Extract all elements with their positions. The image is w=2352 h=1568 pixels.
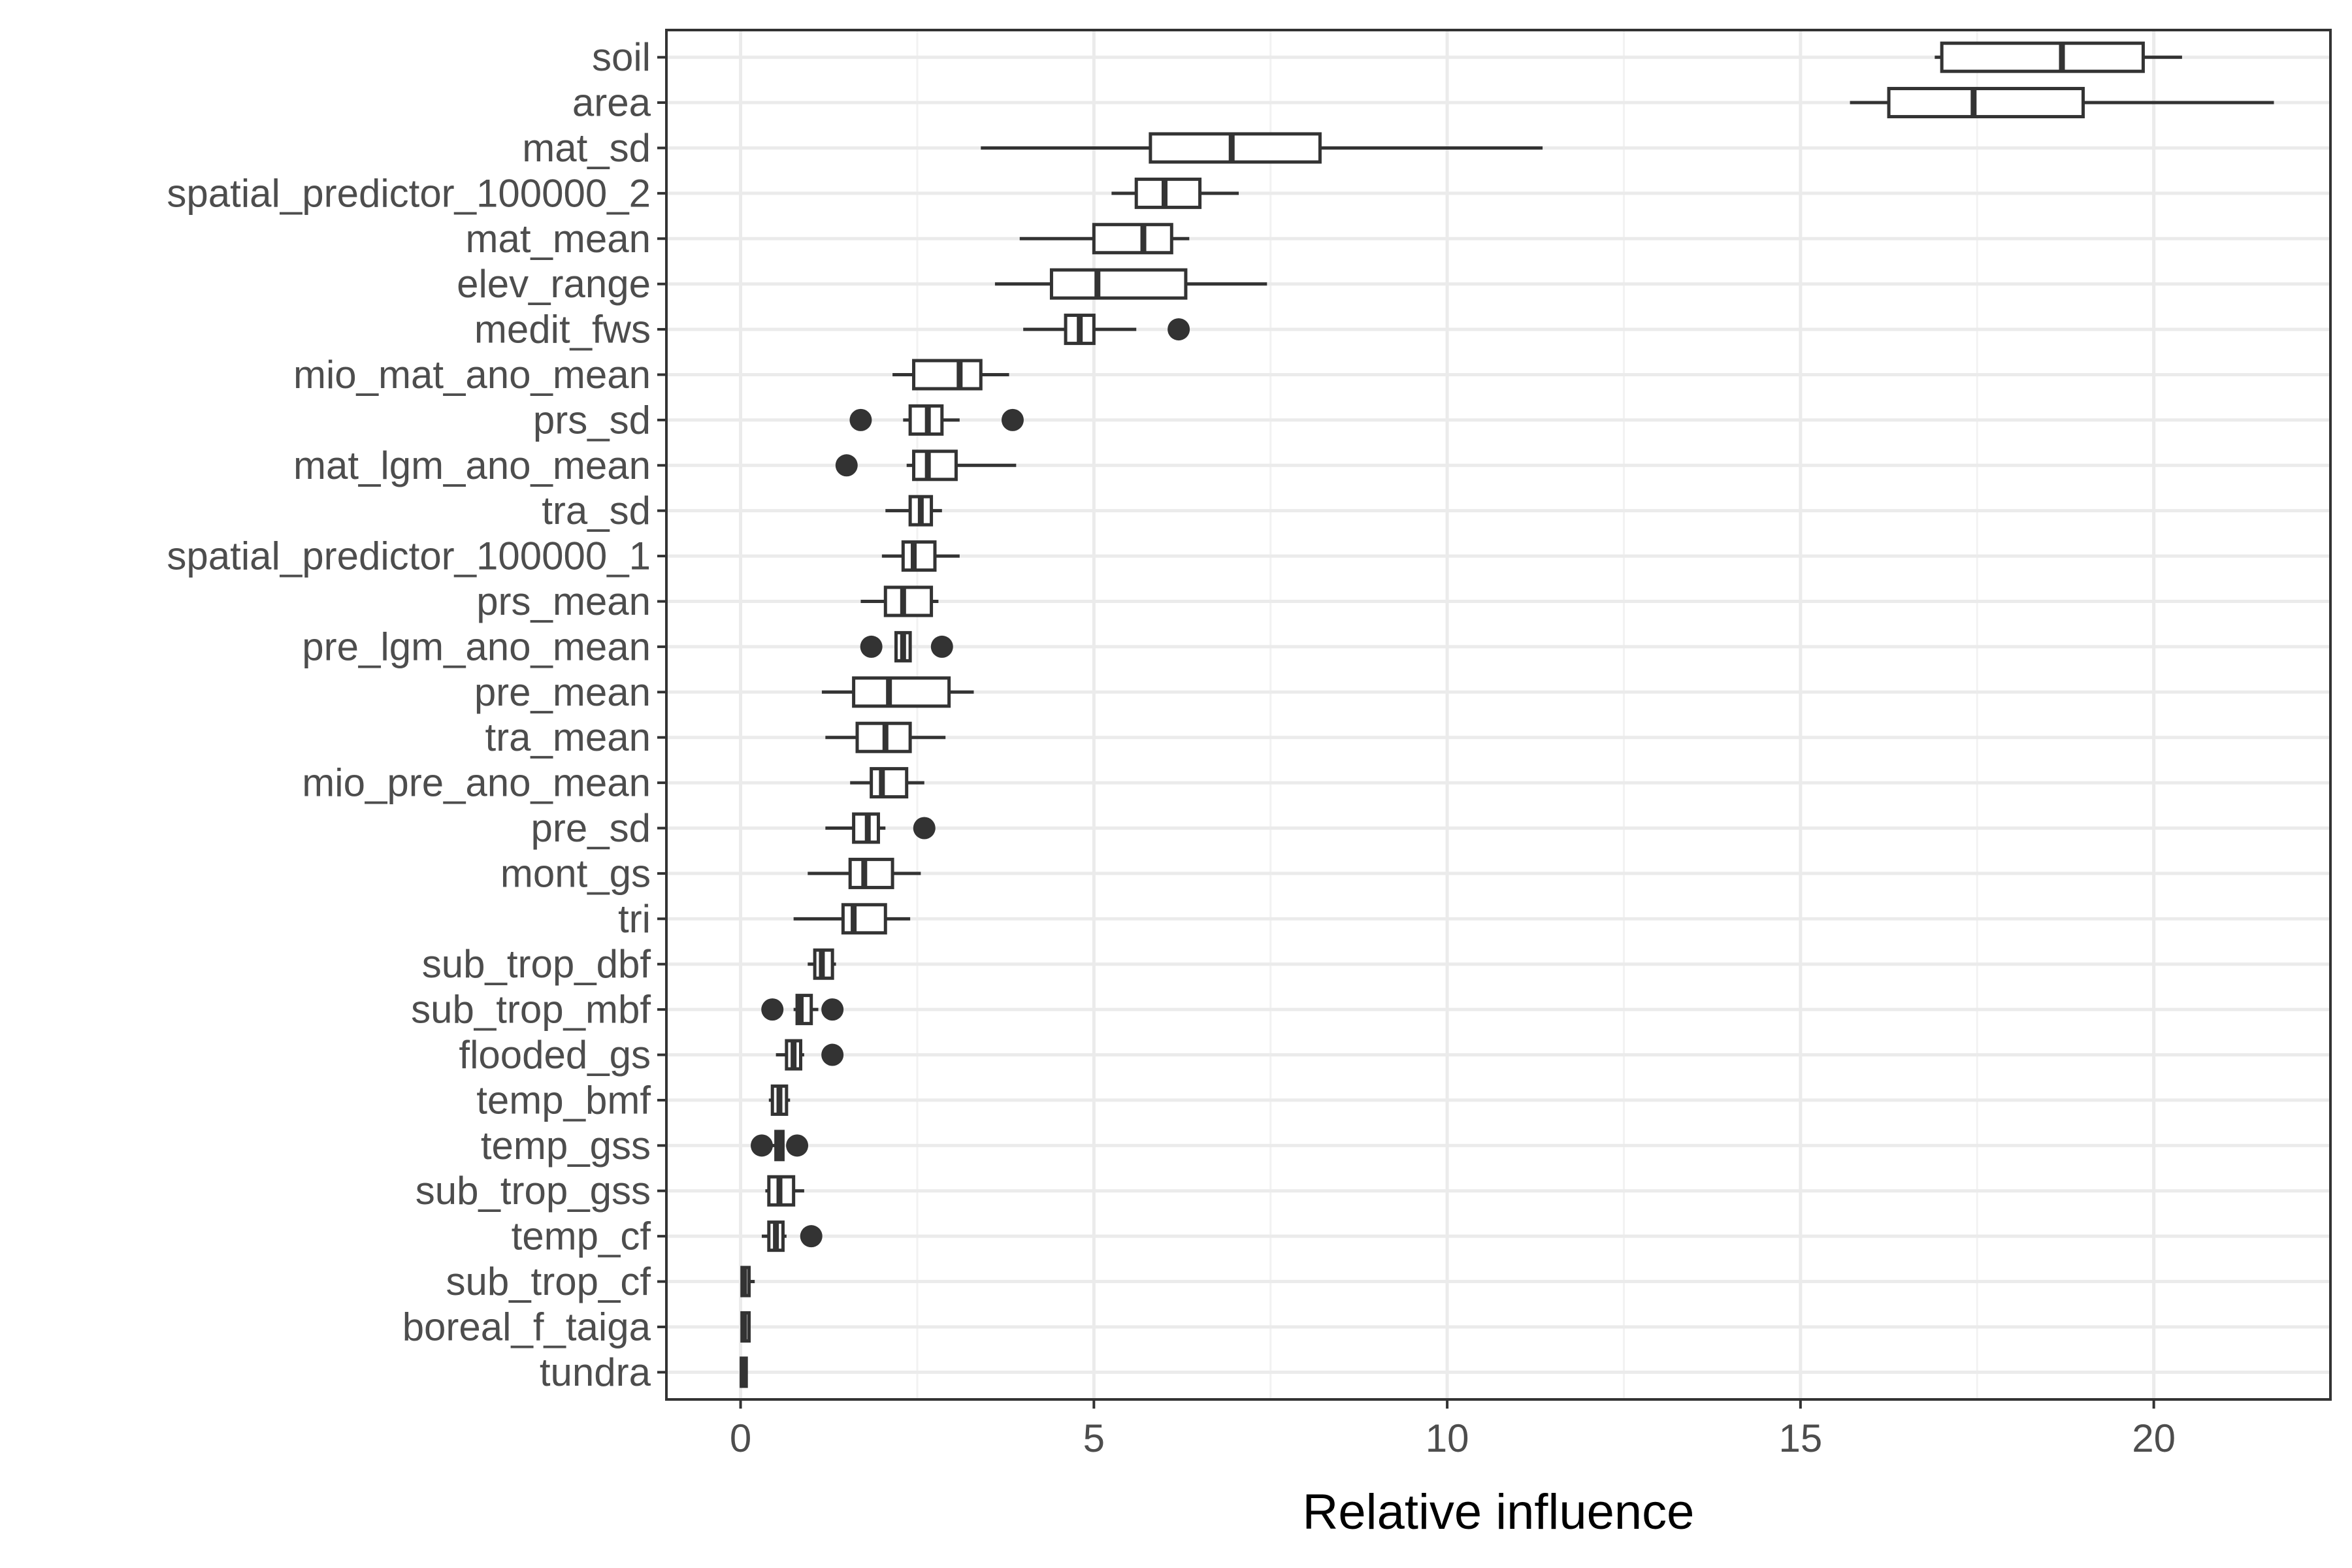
y-tick-label: tri: [618, 897, 651, 941]
y-tick-label: medit_fws: [474, 308, 651, 351]
y-tick-label: tundra: [540, 1350, 651, 1394]
boxes-layer: [740, 41, 2274, 1388]
box-temp_bmf: [768, 1084, 791, 1116]
outlier-point: [821, 998, 844, 1021]
y-tick-label: mont_gs: [500, 851, 651, 895]
box-sub_trop_mbf: [761, 994, 844, 1026]
y-tick-label: sub_trop_mbf: [411, 988, 651, 1032]
box-spatial_predictor_100000_1: [881, 540, 960, 572]
outlier-point: [800, 1225, 823, 1248]
y-tick-label: temp_bmf: [476, 1078, 651, 1122]
outlier-point: [849, 408, 872, 431]
x-axis-title: Relative influence: [1303, 1484, 1695, 1540]
box-soil: [1935, 41, 2182, 73]
box-boreal_f_taiga: [740, 1311, 751, 1343]
outlier-point: [761, 998, 784, 1021]
box-iqr: [883, 585, 934, 617]
y-tick-label: area: [572, 81, 651, 125]
y-tick-label: flooded_gs: [459, 1033, 651, 1077]
box-elev_range: [994, 268, 1267, 300]
box-mio_pre_ano_mean: [850, 767, 924, 799]
minor-gridlines: [916, 30, 2332, 1399]
box-mio_mat_ano_mean: [892, 359, 1009, 391]
outlier-point: [860, 635, 883, 658]
box-iqr: [901, 540, 937, 572]
box-mat_lgm_ano_mean: [835, 449, 1017, 482]
y-tick-label: elev_range: [457, 262, 651, 306]
box-iqr: [912, 449, 958, 482]
y-tick-label: mio_mat_ano_mean: [293, 353, 651, 397]
box-iqr: [852, 676, 951, 708]
box-medit_fws: [1023, 314, 1190, 346]
outlier-point: [1168, 318, 1190, 341]
y-tick-label: sub_trop_dbf: [422, 942, 651, 986]
y-tick-label: sub_trop_gss: [416, 1169, 651, 1213]
outlier-point: [1001, 408, 1024, 431]
box-temp_cf: [762, 1220, 823, 1252]
box-prs_mean: [860, 585, 939, 617]
box-iqr: [1940, 41, 2145, 73]
outlier-point: [751, 1134, 774, 1157]
box-spatial_predictor_100000_2: [1111, 177, 1239, 209]
box-area: [1850, 87, 2274, 119]
box-sub_trop_gss: [765, 1175, 804, 1207]
y-tick-label: sub_trop_cf: [446, 1260, 651, 1303]
y-tick-label: boreal_f_taiga: [402, 1305, 651, 1348]
y-tick-label: mat_lgm_ano_mean: [293, 444, 651, 487]
x-tick-label: 20: [2132, 1416, 2176, 1460]
box-sub_trop_dbf: [808, 948, 836, 980]
box-sub_trop_cf: [740, 1266, 755, 1298]
y-tick-label: temp_cf: [512, 1215, 651, 1258]
box-pre_mean: [821, 676, 974, 708]
box-mat_mean: [1019, 223, 1190, 255]
box-prs_sd: [849, 404, 1024, 436]
box-temp_gss: [751, 1130, 809, 1162]
outlier-point: [786, 1134, 809, 1157]
y-tick-label: mio_pre_ano_mean: [302, 761, 651, 805]
panel-border: [665, 29, 2332, 1401]
box-iqr: [1092, 223, 1173, 255]
box-pre_sd: [825, 812, 936, 844]
x-tick-label: 5: [1083, 1416, 1105, 1460]
y-tick-label: pre_lgm_ano_mean: [302, 625, 651, 668]
y-tick-label: pre_sd: [531, 806, 651, 850]
box-mat_sd: [981, 132, 1543, 164]
box-iqr: [1049, 268, 1188, 300]
x-axis: 0 5 10 15 20: [730, 1399, 2176, 1460]
y-tick-label: pre_mean: [474, 670, 651, 714]
y-axis: soilareamat_sdspatial_predictor_100000_2…: [167, 35, 666, 1394]
outlier-point: [913, 817, 936, 840]
outlier-point: [930, 635, 953, 658]
box-iqr: [848, 857, 894, 889]
box-pre_lgm_ano_mean: [860, 630, 953, 662]
box-tra_mean: [825, 721, 946, 753]
box-iqr: [870, 767, 909, 799]
box-flooded_gs: [776, 1039, 844, 1071]
y-tick-label: tra_sd: [542, 489, 651, 532]
box-iqr: [1149, 132, 1322, 164]
y-tick-label: spatial_predictor_100000_1: [167, 534, 651, 578]
x-tick-label: 15: [1778, 1416, 1822, 1460]
y-tick-label: mat_mean: [466, 217, 651, 261]
y-tick-label: tra_mean: [485, 715, 651, 759]
box-tri: [793, 903, 911, 935]
x-tick-label: 10: [1426, 1416, 1469, 1460]
y-tick-label: spatial_predictor_100000_2: [167, 171, 651, 215]
box-tundra: [740, 1356, 748, 1388]
box-mont_gs: [808, 857, 921, 889]
box-iqr: [1134, 177, 1202, 209]
y-tick-label: mat_sd: [522, 126, 651, 170]
box-iqr: [912, 359, 983, 391]
y-tick-label: prs_sd: [533, 398, 651, 442]
x-tick-label: 0: [730, 1416, 751, 1460]
y-tick-label: temp_gss: [481, 1124, 651, 1168]
y-tick-label: prs_mean: [476, 580, 651, 623]
outlier-point: [835, 454, 858, 477]
box-iqr: [841, 903, 887, 935]
outlier-point: [821, 1043, 844, 1066]
box-tra_sd: [885, 495, 942, 527]
box-iqr: [1887, 87, 2085, 119]
y-tick-label: soil: [592, 35, 651, 79]
